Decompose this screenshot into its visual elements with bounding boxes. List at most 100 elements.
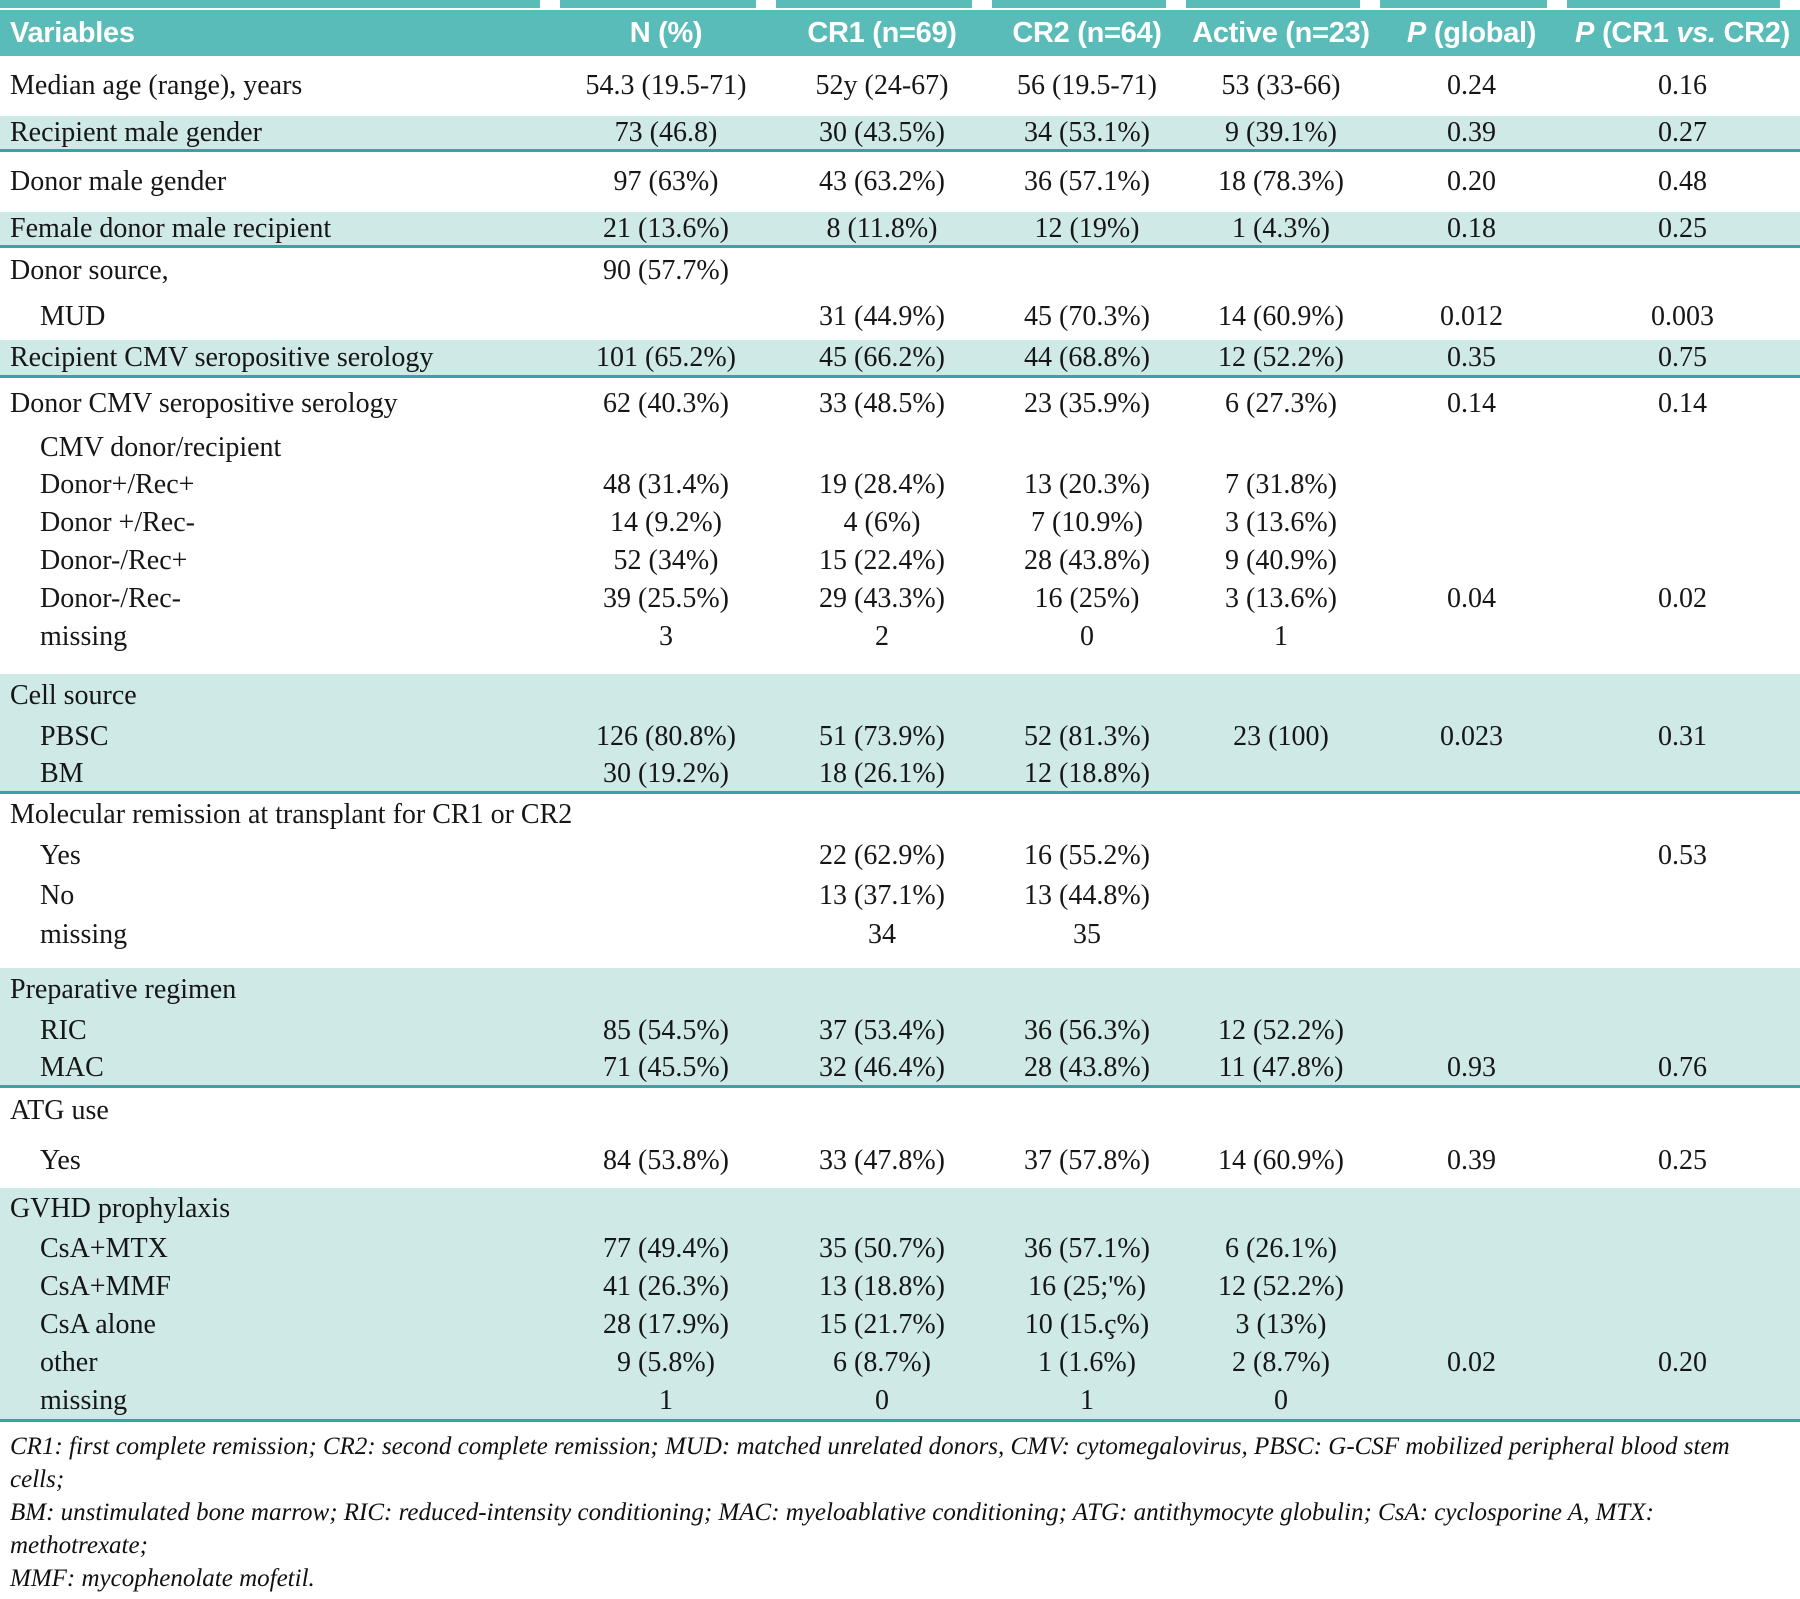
- column-header-n-pct: N (%): [629, 16, 703, 49]
- cell-n-pct: 73 (46.8): [614, 116, 718, 148]
- cell-active: 12 (52.2%): [1218, 341, 1344, 373]
- row-label: Donor CMV seropositive serology: [10, 388, 398, 419]
- cell-cr1: 31 (44.9%): [819, 301, 945, 332]
- table-row: missing 34 35: [0, 916, 1800, 968]
- row-label: CMV donor/recipient: [40, 432, 282, 463]
- table-row: Donor-/Rec- 39 (25.5%) 29 (43.3%) 16 (25%) 3…: [0, 580, 1800, 618]
- cell-cr2: 1: [1080, 1384, 1094, 1416]
- cell-cr1: 0: [875, 1384, 889, 1416]
- row-label: Yes: [40, 840, 81, 871]
- cell-active: 2 (8.7%): [1232, 1347, 1330, 1378]
- cell-active: 14 (60.9%): [1218, 1145, 1344, 1176]
- cell-cr1: 4 (6%): [843, 507, 921, 538]
- cell-n-pct: 101 (65.2%): [596, 341, 736, 373]
- top-border-segment: [1186, 0, 1360, 8]
- table-row: CMV donor/recipient: [0, 430, 1800, 466]
- cell-cr1: 15 (22.4%): [819, 545, 945, 576]
- cell-cr2: 13 (20.3%): [1024, 469, 1150, 500]
- cell-cr2: 45 (70.3%): [1024, 301, 1150, 332]
- table-body: Median age (range), years 54.3 (19.5-71) 5…: [0, 56, 1800, 1422]
- table-row: missing 3 2 0 1: [0, 618, 1800, 674]
- cell-active: 3 (13%): [1235, 1309, 1327, 1340]
- cell-cr2: 44 (68.8%): [1024, 341, 1150, 373]
- cell-cr1: 52y (24-67): [815, 70, 949, 101]
- cell-cr1: 19 (28.4%): [819, 469, 945, 500]
- cell-n-pct: 21 (13.6%): [603, 212, 729, 244]
- cell-cr2: 7 (10.9%): [1031, 507, 1143, 538]
- cell-n-pct: 77 (49.4%): [603, 1233, 729, 1264]
- row-label: Molecular remission at transplant for CR…: [10, 799, 573, 830]
- cell-active: 3 (13.6%): [1225, 507, 1337, 538]
- cell-n-pct: 48 (31.4%): [603, 469, 729, 500]
- cell-active: 3 (13.6%): [1225, 583, 1337, 614]
- cell-cr1: 37 (53.4%): [819, 1015, 945, 1046]
- cell-active: 7 (31.8%): [1225, 469, 1337, 500]
- table-row: RIC 85 (54.5%) 37 (53.4%) 36 (56.3%) 12 (52.…: [0, 1012, 1800, 1050]
- cell-cr1: 18 (26.1%): [819, 757, 945, 789]
- cell-n-pct: 62 (40.3%): [603, 388, 729, 419]
- table-row: Recipient male gender 73 (46.8) 30 (43.5%)…: [0, 116, 1800, 152]
- cell-cr2: 1 (1.6%): [1038, 1347, 1136, 1378]
- cell-cr1: 13 (37.1%): [819, 880, 945, 911]
- row-label: Donor male gender: [10, 166, 227, 197]
- table-row: Molecular remission at transplant for CR…: [0, 794, 1800, 836]
- cell-p-cr1-vs-cr2: 0.02: [1658, 583, 1707, 614]
- top-border-segment: [1567, 0, 1780, 8]
- table-row: Recipient CMV seropositive serology 101 (…: [0, 340, 1800, 378]
- table-row: No 13 (37.1%) 13 (44.8%): [0, 876, 1800, 916]
- cell-n-pct: 71 (45.5%): [603, 1051, 729, 1083]
- cell-p-cr1-vs-cr2: 0.16: [1658, 70, 1707, 101]
- table-row: Donor-/Rec+ 52 (34%) 15 (22.4%) 28 (43.8%) 9…: [0, 542, 1800, 580]
- table-row: Preparative regimen: [0, 968, 1800, 1012]
- cell-cr2: 12 (19%): [1034, 212, 1140, 244]
- cell-active: 12 (52.2%): [1218, 1015, 1344, 1046]
- table-row: Female donor male recipient 21 (13.6%) 8 (…: [0, 212, 1800, 248]
- table-row: BM 30 (19.2%) 18 (26.1%) 12 (18.8%): [0, 756, 1800, 794]
- row-label: Yes: [40, 1145, 81, 1176]
- cell-cr2: 10 (15.ç%): [1024, 1309, 1150, 1340]
- cell-active: 12 (52.2%): [1218, 1271, 1344, 1302]
- cell-cr2: 36 (56.3%): [1024, 1015, 1150, 1046]
- column-header-p-global: P (global): [1406, 16, 1537, 49]
- table-row: Cell source: [0, 674, 1800, 718]
- table-row: other 9 (5.8%) 6 (8.7%) 1 (1.6%) 2 (8.7%) 0.0…: [0, 1344, 1800, 1382]
- cell-p-cr1-vs-cr2: 0.48: [1658, 166, 1707, 197]
- cell-cr2: 56 (19.5-71): [1017, 70, 1157, 101]
- footnote-line: MMF: mycophenolate mofetil.: [10, 1565, 315, 1592]
- cell-p-cr1-vs-cr2: 0.75: [1658, 341, 1707, 373]
- table-row: PBSC 126 (80.8%) 51 (73.9%) 52 (81.3%) 23 (1…: [0, 718, 1800, 756]
- cell-active: 6 (27.3%): [1225, 388, 1337, 419]
- row-label: CsA+MMF: [40, 1271, 171, 1302]
- p-global-italic-p: P: [1406, 16, 1426, 49]
- cell-cr1: 13 (18.8%): [819, 1271, 945, 1302]
- cell-cr2: 28 (43.8%): [1024, 1051, 1150, 1083]
- cell-cr1: 29 (43.3%): [819, 583, 945, 614]
- cell-p-global: 0.39: [1447, 116, 1496, 148]
- footnote-line: CR1: first complete remission; CR2: seco…: [10, 1433, 1730, 1493]
- table-row: CsA+MTX 77 (49.4%) 35 (50.7%) 36 (57.1%) 6 (…: [0, 1230, 1800, 1268]
- table-row: missing 1 0 1 0: [0, 1382, 1800, 1422]
- top-border-segment: [1380, 0, 1547, 8]
- cell-p-cr1-vs-cr2: 0.14: [1658, 388, 1707, 419]
- cell-n-pct: 28 (17.9%): [603, 1309, 729, 1340]
- cell-p-global: 0.35: [1447, 341, 1496, 373]
- cell-cr1: 43 (63.2%): [819, 166, 945, 197]
- cell-p-cr1-vs-cr2: 0.20: [1658, 1347, 1707, 1378]
- cell-cr2: 35: [1073, 919, 1101, 950]
- cell-cr1: 30 (43.5%): [819, 116, 945, 148]
- table-row: CsA alone 28 (17.9%) 15 (21.7%) 10 (15.ç%) 3…: [0, 1306, 1800, 1344]
- cell-n-pct: 14 (9.2%): [610, 507, 722, 538]
- cell-active: 11 (47.8%): [1218, 1051, 1344, 1083]
- cell-cr2: 36 (57.1%): [1024, 1233, 1150, 1264]
- row-label: PBSC: [40, 721, 109, 752]
- row-label: Donor-/Rec-: [40, 583, 181, 614]
- cell-cr2: 52 (81.3%): [1024, 721, 1150, 752]
- column-header-cr1: CR1 (n=69): [807, 16, 957, 49]
- cell-cr1: 45 (66.2%): [819, 341, 945, 373]
- cell-p-global: 0.20: [1447, 166, 1496, 197]
- table-row: Yes 84 (53.8%) 33 (47.8%) 37 (57.8%) 14 (60.…: [0, 1134, 1800, 1188]
- row-label: missing: [40, 1384, 128, 1416]
- cell-n-pct: 1: [659, 1384, 673, 1416]
- cell-n-pct: 126 (80.8%): [596, 721, 736, 752]
- column-header-variables: Variables: [10, 16, 135, 49]
